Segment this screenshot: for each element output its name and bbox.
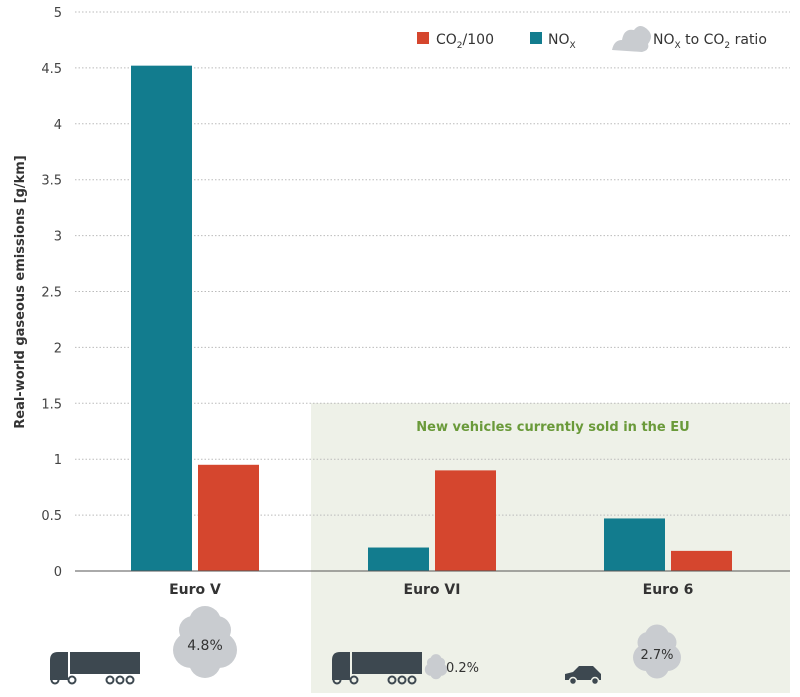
bar-co2100-1 bbox=[435, 470, 496, 571]
y-tick-label: 2.5 bbox=[41, 286, 62, 301]
cloud-icon bbox=[173, 606, 237, 678]
svg-text:NOX: NOX bbox=[548, 32, 576, 51]
wheel bbox=[349, 675, 359, 685]
cloud-icon bbox=[633, 624, 681, 679]
ratio-label: 2.7% bbox=[640, 648, 673, 663]
truck-icon bbox=[50, 652, 140, 685]
legend: CO2/100 NOX NOX to CO2 ratio bbox=[417, 26, 767, 52]
wheel bbox=[407, 675, 417, 685]
cloud-puff bbox=[655, 632, 677, 653]
cloud-icon bbox=[612, 26, 651, 52]
bar-nox-2 bbox=[604, 518, 665, 571]
x-tick-label: Euro 6 bbox=[643, 582, 694, 598]
y-tick-label: 5 bbox=[54, 6, 62, 21]
annotation: New vehicles currently sold in the EU bbox=[416, 420, 689, 435]
cloud-puff bbox=[189, 646, 221, 678]
cab bbox=[332, 652, 350, 680]
legend-co2-label: CO bbox=[436, 32, 457, 48]
y-tick-label: 0.5 bbox=[41, 509, 62, 524]
svg-text:CO2/100: CO2/100 bbox=[436, 32, 494, 51]
y-tick-label: 2 bbox=[54, 341, 62, 356]
trailer bbox=[352, 652, 422, 674]
car-icon bbox=[565, 666, 601, 686]
truck-icon bbox=[332, 652, 422, 685]
wheel bbox=[387, 675, 397, 685]
y-tick-label: 1 bbox=[54, 453, 62, 468]
cloud-puff bbox=[426, 657, 437, 668]
wheel bbox=[332, 675, 342, 685]
cab bbox=[50, 652, 68, 680]
y-tick-label: 3.5 bbox=[41, 174, 62, 189]
bar-co2100-2 bbox=[671, 550, 732, 571]
svg-text:NOX to CO2 ratio: NOX to CO2 ratio bbox=[653, 32, 767, 51]
wheel bbox=[67, 675, 77, 685]
y-tick-label: 1.5 bbox=[41, 397, 62, 412]
wheel bbox=[568, 676, 578, 686]
y-tick-label: 4.5 bbox=[41, 62, 62, 77]
wheel bbox=[590, 676, 600, 686]
y-tick-label: 4 bbox=[54, 118, 62, 133]
x-tick-label: Euro V bbox=[169, 582, 221, 598]
cloud-icon bbox=[424, 654, 448, 680]
ratio-label: 0.2% bbox=[446, 661, 479, 676]
cloud-puff bbox=[430, 668, 442, 680]
car-body bbox=[565, 666, 601, 680]
cloud-puff bbox=[435, 657, 446, 668]
bar-nox-1 bbox=[368, 547, 429, 571]
wheel bbox=[105, 675, 115, 685]
trailer bbox=[70, 652, 140, 674]
ratio-label: 4.8% bbox=[187, 638, 223, 654]
cloud-puff bbox=[179, 616, 207, 644]
wheel bbox=[115, 675, 125, 685]
wheel bbox=[50, 675, 60, 685]
bar-co2100-0 bbox=[198, 464, 259, 571]
cloud-puff bbox=[637, 632, 659, 653]
legend-nox-label: NO bbox=[548, 32, 570, 48]
bar-nox-0 bbox=[131, 65, 192, 571]
y-axis-label: Real-world gaseous emissions [g/km] bbox=[13, 155, 28, 429]
cloud-puff bbox=[645, 654, 669, 679]
cloud-puff bbox=[203, 616, 231, 644]
legend-nox-swatch bbox=[530, 32, 542, 44]
x-tick-label: Euro VI bbox=[404, 582, 461, 598]
legend-co2-swatch bbox=[417, 32, 429, 44]
wheel bbox=[397, 675, 407, 685]
y-tick-label: 3 bbox=[54, 230, 62, 245]
wheel bbox=[125, 675, 135, 685]
y-tick-label: 0 bbox=[54, 565, 62, 580]
